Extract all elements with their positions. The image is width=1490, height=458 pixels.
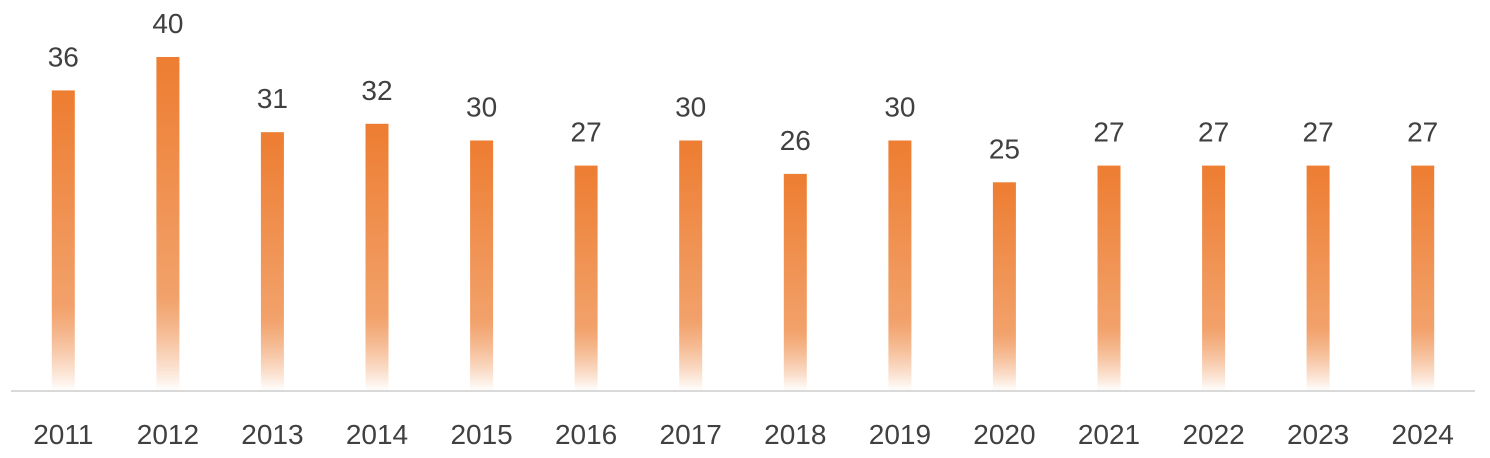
x-tick-label-2020: 2020 [973,419,1035,450]
x-tick-label-2012: 2012 [137,419,199,450]
x-tick-label-2011: 2011 [33,419,93,450]
bar-2016 [574,165,598,391]
data-label-2018: 26 [780,125,811,156]
data-label-2020: 25 [989,133,1020,164]
data-label-2022: 27 [1198,117,1229,148]
bar-2020 [992,182,1016,392]
x-tick-label-2015: 2015 [450,419,512,450]
x-tick-label-2018: 2018 [764,419,826,450]
bar-2021 [1097,165,1121,391]
data-label-2019: 30 [884,92,915,123]
bar-2023 [1306,165,1330,391]
bar-2017 [679,140,703,391]
x-tick-label-2022: 2022 [1182,419,1244,450]
data-label-2011: 36 [48,41,79,72]
bar-2018 [783,173,807,391]
bar-2013 [260,132,284,391]
data-label-2021: 27 [1093,117,1124,148]
x-tick-label-2021: 2021 [1078,419,1140,450]
data-label-2014: 32 [361,75,392,106]
data-label-2024: 27 [1407,117,1438,148]
data-labels-layer: 36 40 31 32 30 27 30 26 30 25 27 27 27 27 [48,8,1439,164]
x-tick-label-2024: 2024 [1392,419,1454,450]
x-tick-label-2016: 2016 [555,419,617,450]
data-label-2016: 27 [571,117,602,148]
bar-2015 [470,140,494,391]
x-tick-label-2017: 2017 [660,419,722,450]
bar-2014 [365,123,389,392]
bar-2011 [51,90,75,392]
data-label-2013: 31 [257,83,288,114]
data-label-2017: 30 [675,92,706,123]
x-tick-label-2023: 2023 [1287,419,1349,450]
bar-2012 [156,57,180,391]
data-label-2012: 40 [152,8,183,39]
x-tick-label-2014: 2014 [346,419,408,450]
bar-2019 [888,140,912,391]
bar-2024 [1411,165,1435,391]
x-tick-label-2013: 2013 [241,419,303,450]
bars-layer [51,57,1435,392]
data-label-2015: 30 [466,92,497,123]
data-label-2023: 27 [1303,117,1334,148]
bar-2022 [1202,165,1226,391]
x-tick-labels-layer: 2011 2012 2013 2014 2015 2016 2017 2018 2019 2020… [33,419,1454,450]
x-tick-label-2019: 2019 [869,419,931,450]
